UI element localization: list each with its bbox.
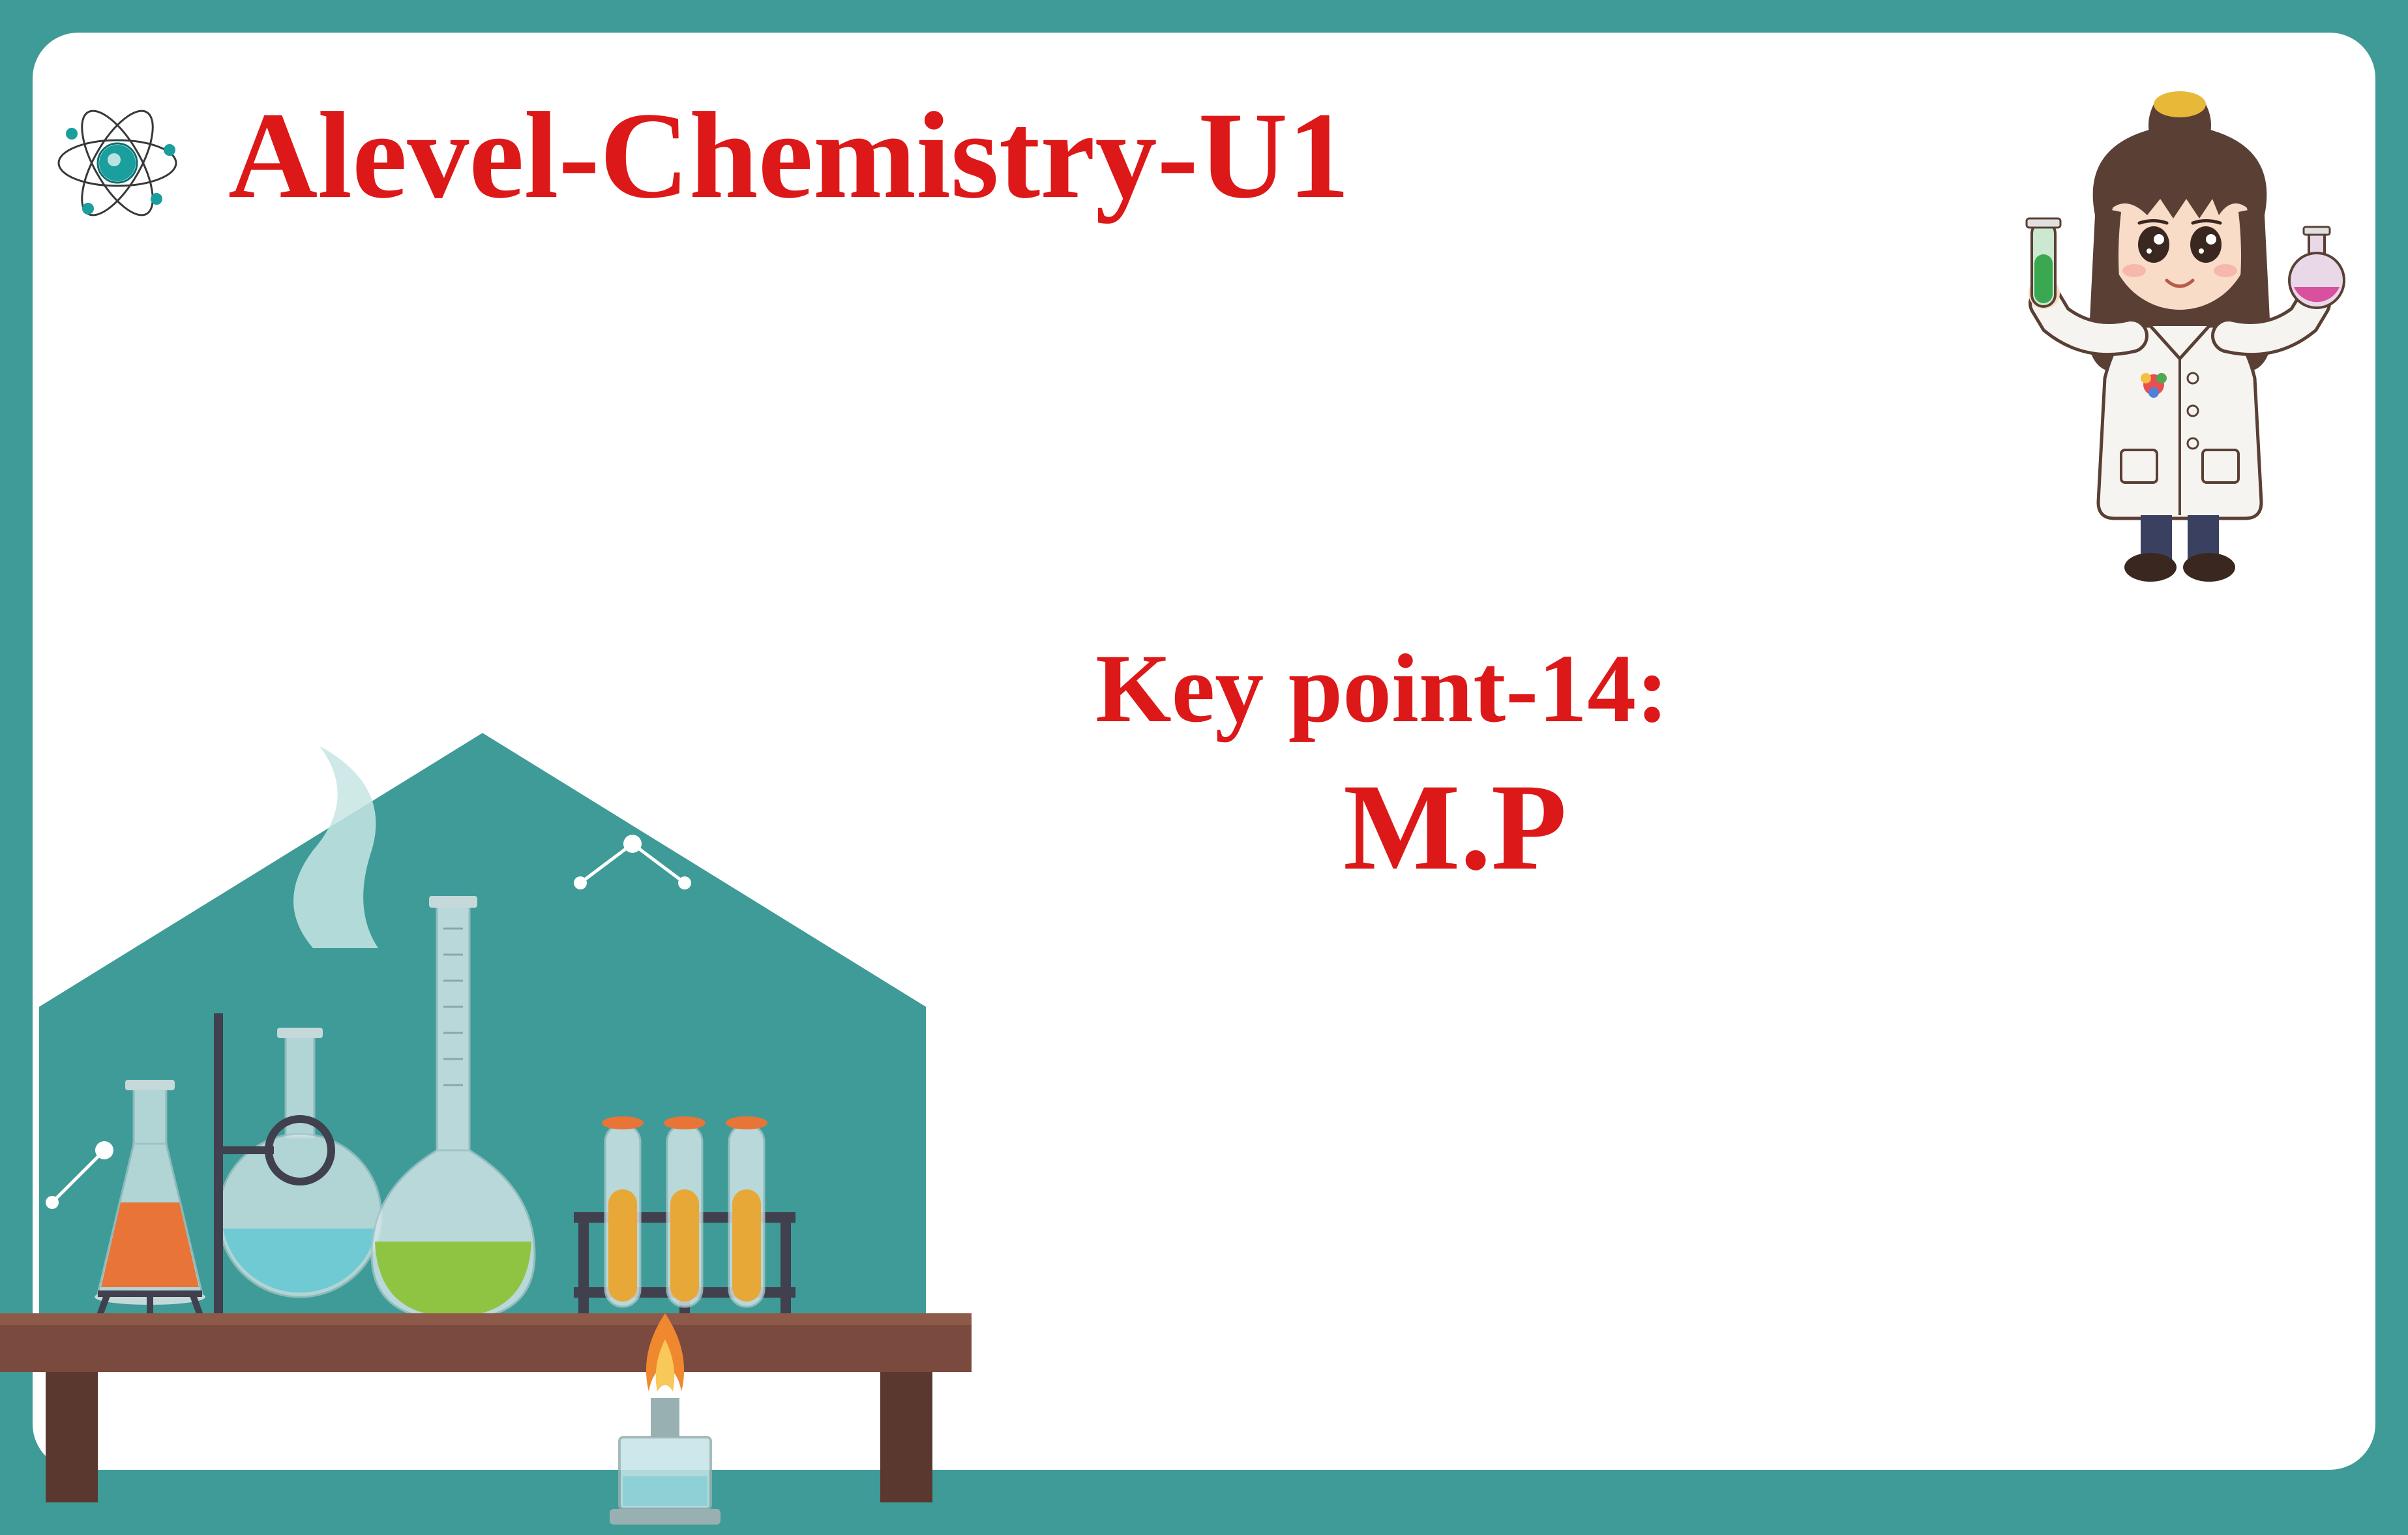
lab-scene-illustration <box>0 589 1011 1502</box>
lab-shelf <box>0 1313 972 1372</box>
atom-icon <box>52 98 183 228</box>
keypoint-value: M.P <box>1343 756 1567 899</box>
keypoint-label: Key point-14: <box>1095 633 1669 745</box>
shelf-support <box>46 1372 98 1502</box>
bunsen-burner-icon <box>587 1313 743 1535</box>
slide-title: Alevel-Chemistry-U1 <box>228 85 1350 227</box>
scientist-illustration <box>1984 85 2362 593</box>
shelf-support <box>880 1372 932 1502</box>
